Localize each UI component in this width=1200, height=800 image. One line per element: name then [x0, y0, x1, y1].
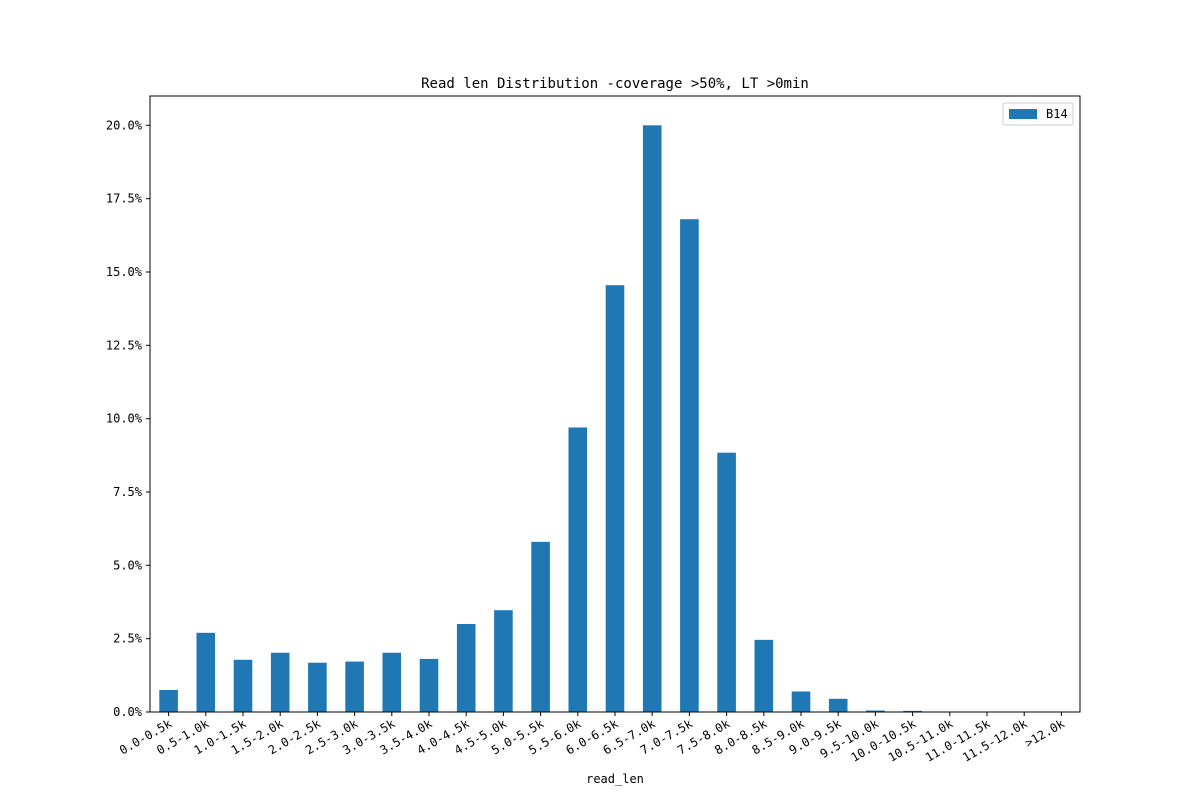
bar-3.5-4.0k: [419, 658, 439, 712]
bar-7.0-7.5k: [680, 219, 699, 712]
bar-5.5-6.0k: [568, 427, 588, 712]
bar-9.5-10.0k: [866, 710, 885, 712]
legend-label: B14: [1046, 107, 1068, 121]
x-tick-label: >12.0k: [1022, 716, 1067, 750]
bars-group: [159, 125, 922, 712]
bar-6.5-7.0k: [642, 125, 662, 712]
legend: B14: [1002, 102, 1074, 126]
bar-8.5-9.0k: [791, 691, 811, 712]
y-tick-label: 12.5%: [106, 338, 143, 352]
bar-4.5-5.0k: [494, 610, 513, 712]
x-axis-label: read_len: [586, 772, 644, 786]
bar-3.0-3.5k: [382, 652, 402, 712]
bar-7.5-8.0k: [717, 452, 736, 712]
chart-title: Read len Distribution -coverage >50%, LT…: [421, 76, 809, 92]
bar-5.0-5.5k: [531, 541, 550, 712]
bar-4.0-4.5k: [456, 624, 476, 712]
bar-1.5-2.0k: [270, 652, 290, 712]
bar-6.0-6.5k: [605, 285, 625, 712]
bar-2.0-2.5k: [308, 662, 327, 712]
y-tick-label: 7.5%: [113, 485, 143, 499]
x-axis: 0.0-0.5k0.5-1.0k1.0-1.5k1.5-2.0k2.0-2.5k…: [117, 712, 1068, 765]
bar-9.0-9.5k: [828, 698, 848, 712]
y-axis: 0.0% 2.5% 5.0% 7.5% 10.0% 12.5% 15.0% 17.5% 20.0…: [106, 118, 150, 719]
legend-swatch: [1009, 109, 1037, 119]
y-tick-label: 0.0%: [113, 705, 143, 719]
y-tick-label: 10.0%: [106, 412, 143, 426]
y-tick-label: 17.5%: [106, 192, 143, 206]
y-tick-label: 5.0%: [113, 558, 143, 572]
bar-2.5-3.0k: [345, 661, 364, 712]
bar-0.0-0.5k: [159, 690, 178, 712]
bar-0.5-1.0k: [196, 632, 216, 712]
y-tick-label: 15.0%: [106, 265, 143, 279]
bar-1.0-1.5k: [233, 659, 253, 712]
y-tick-label: 20.0%: [106, 118, 143, 132]
y-tick-label: 2.5%: [113, 632, 143, 646]
bar-10.0-10.5k: [903, 710, 922, 712]
bar-8.0-8.5k: [754, 639, 774, 712]
legend-box: [1002, 102, 1074, 126]
plot-frame: [149, 95, 1081, 713]
